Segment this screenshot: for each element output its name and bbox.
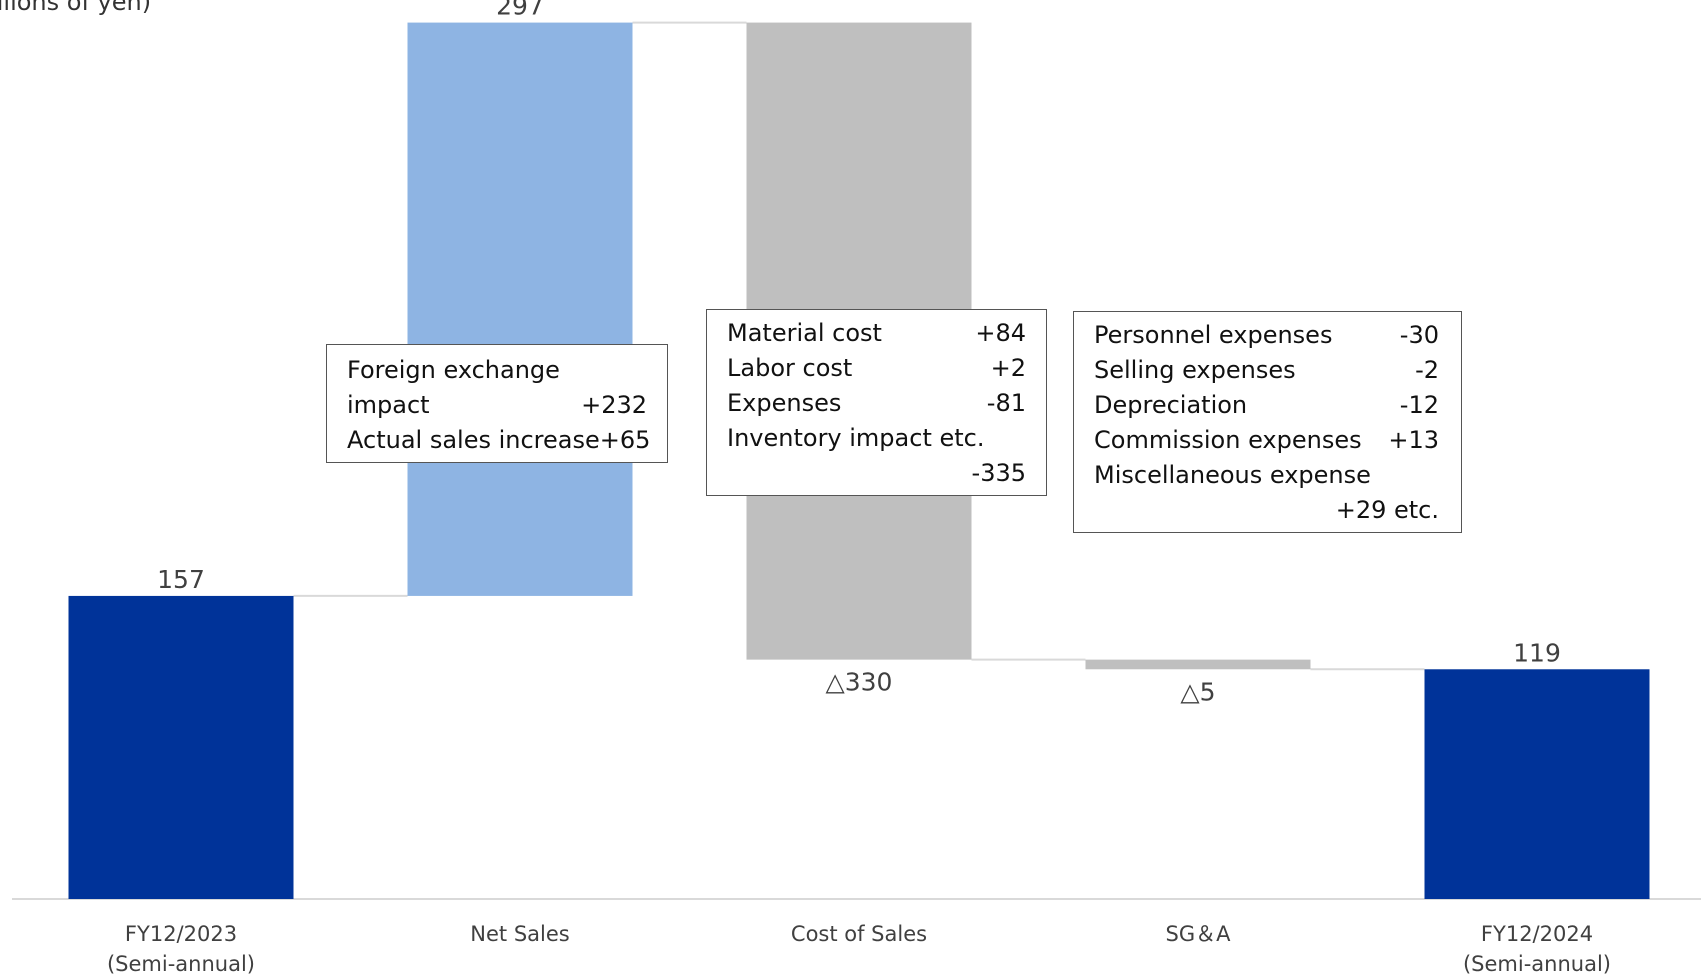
note-row: Selling expenses -2 [1094, 356, 1439, 384]
data-label: 297 [496, 0, 544, 21]
note-trailer: +29 etc. [1335, 496, 1439, 524]
bar [68, 595, 294, 899]
note-row: Material cost +84 [727, 319, 1026, 347]
note-row: Inventory impact etc. [727, 424, 985, 452]
sga-note: Personnel expenses -30 Selling expenses -2… [1073, 311, 1462, 533]
note-trailer: -335 [971, 459, 1026, 487]
note-row: Labor cost +2 [727, 354, 1026, 382]
note-row: Foreign exchange [347, 356, 560, 384]
bar [407, 22, 633, 596]
category-label: Net Sales [470, 922, 569, 946]
note-row: Miscellaneous expense [1094, 461, 1371, 489]
data-label: △5 [1180, 677, 1215, 706]
bar [1424, 669, 1650, 899]
unit-label: (Millions of yen) [0, 0, 152, 16]
data-label: 119 [1513, 638, 1561, 667]
data-label: △330 [826, 668, 893, 697]
data-label: 157 [157, 565, 205, 594]
note-row: Personnel expenses -30 [1094, 321, 1439, 349]
note-row: Actual sales increase +65 [347, 426, 651, 454]
category-label: SG＆A [1166, 922, 1232, 946]
category-label: (Semi-annual) [1463, 952, 1611, 975]
category-label: FY12/2023 [125, 922, 237, 946]
category-label: Cost of Sales [791, 922, 927, 946]
note-row: Expenses -81 [727, 389, 1026, 417]
category-label: (Semi-annual) [107, 952, 255, 975]
cost-of-sales-note: Material cost +84 Labor cost +2 Expenses -8… [706, 309, 1047, 496]
category-label: FY12/2024 [1481, 922, 1593, 946]
note-row: Commission expenses +13 [1094, 426, 1439, 454]
note-row: Depreciation -12 [1094, 391, 1439, 419]
bar [1085, 659, 1311, 670]
net-sales-note: Foreign exchange impact +232 Actual sales… [326, 344, 668, 463]
note-row: impact +232 [347, 391, 647, 419]
